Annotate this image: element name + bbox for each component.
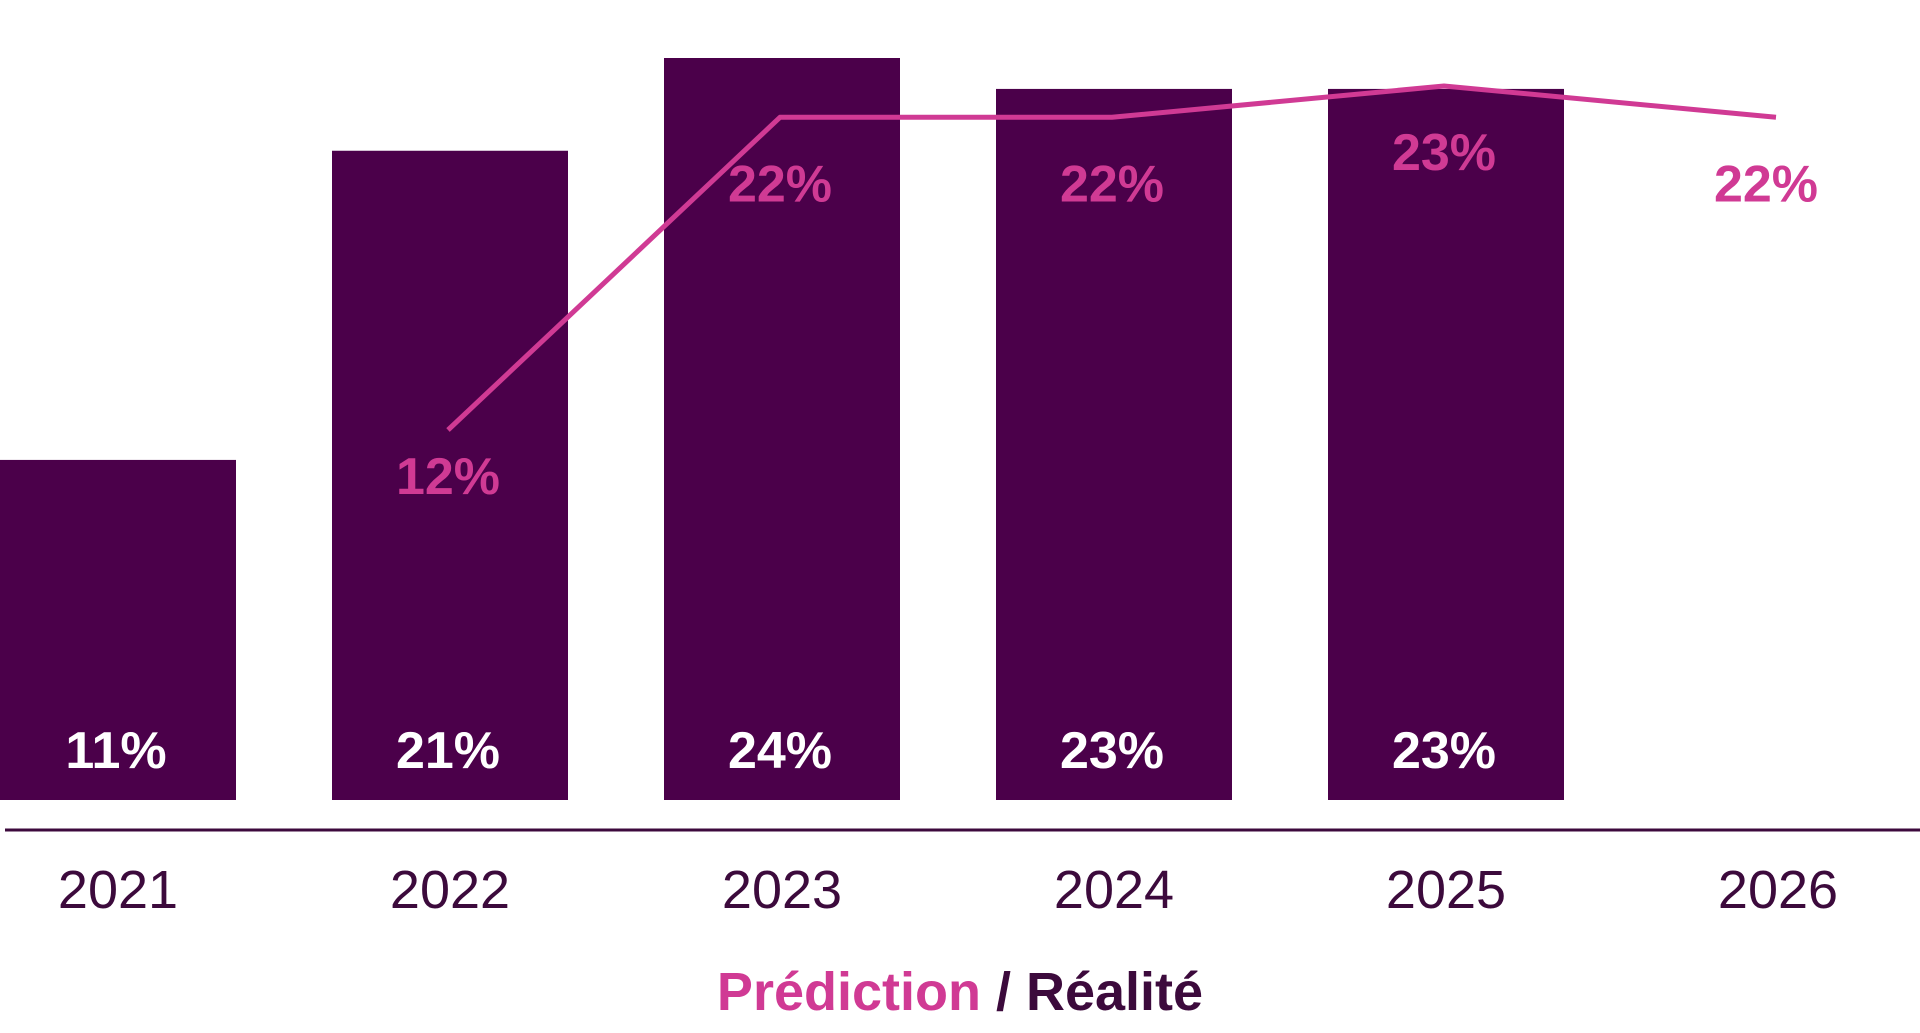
prediction-label-2026: 22% — [1714, 155, 1818, 213]
prediction-label-2024: 22% — [1060, 155, 1164, 213]
bar-labels: 11% 21% 24% 23% 23% — [65, 722, 1496, 780]
x-tick-2022: 2022 — [390, 860, 510, 920]
prediction-labels: 12% 22% 22% 23% 22% — [396, 124, 1818, 506]
bar-label-2022: 21% — [396, 722, 500, 780]
x-tick-2025: 2025 — [1386, 860, 1506, 920]
bar-label-2025: 23% — [1392, 722, 1496, 780]
bar-2022 — [332, 150, 568, 800]
prediction-line — [446, 83, 1777, 432]
bars — [0, 58, 1564, 800]
x-tick-labels: 2021 2022 2023 2024 2025 2026 — [58, 860, 1838, 920]
bar-2025 — [1328, 88, 1564, 800]
x-tick-2024: 2024 — [1054, 860, 1174, 920]
prediction-label-2022: 12% — [396, 448, 500, 506]
legend-prediction: Prédiction — [717, 962, 981, 1022]
x-tick-2021: 2021 — [58, 860, 178, 920]
bar-label-2021: 11% — [65, 722, 166, 780]
prediction-label-2023: 22% — [728, 155, 832, 213]
legend-reality: Réalité — [1026, 962, 1203, 1022]
legend: Prédiction / Réalité — [717, 962, 1203, 1022]
x-tick-2023: 2023 — [722, 860, 842, 920]
bar-label-2024: 23% — [1060, 722, 1164, 780]
legend-separator: / — [981, 962, 1026, 1022]
bar-2023 — [664, 58, 900, 800]
bar-label-2023: 24% — [728, 722, 832, 780]
bar-2021 — [0, 459, 236, 800]
prediction-label-2025: 23% — [1392, 124, 1496, 182]
bar-2024 — [996, 88, 1232, 800]
x-tick-2026: 2026 — [1718, 860, 1838, 920]
